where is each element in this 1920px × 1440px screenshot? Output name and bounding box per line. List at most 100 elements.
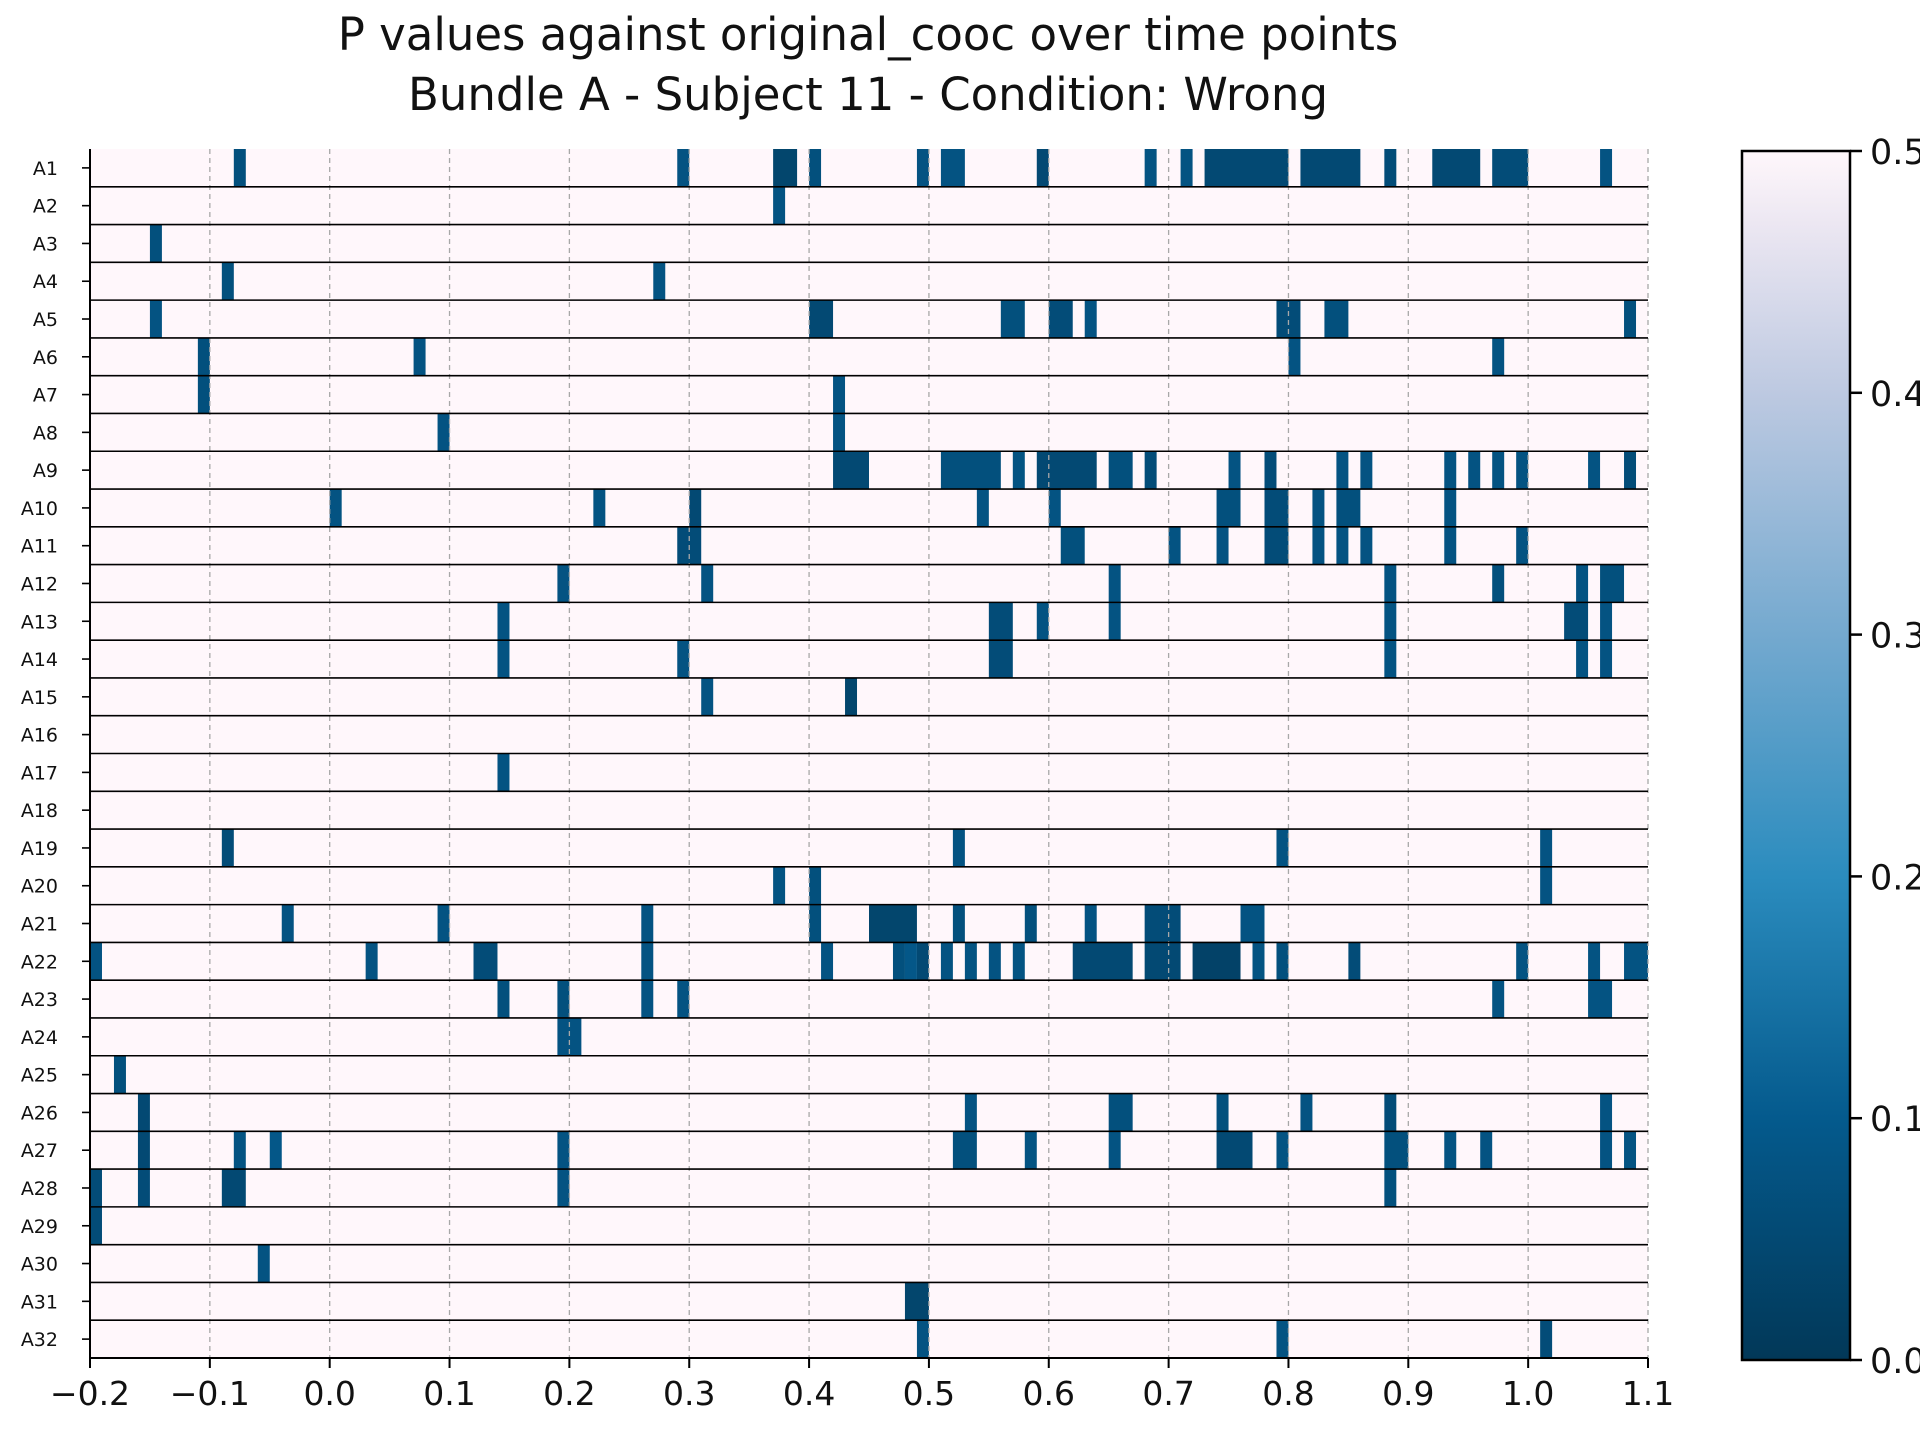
y-tick-label: A8 (33, 422, 58, 444)
heatmap-cell-a20 (809, 866, 822, 905)
heatmap-cell-a22 (1624, 942, 1648, 981)
heatmap-cell-a5 (1000, 300, 1025, 338)
heatmap-cell-a8 (833, 413, 846, 452)
heatmap-cell-a5 (1624, 300, 1637, 338)
heatmap-cell-a13 (1564, 602, 1589, 641)
heatmap-cell-a28 (1384, 1169, 1397, 1207)
row-separators (90, 185, 1648, 1322)
heatmap-cell-a1 (1144, 149, 1157, 187)
heatmap-cell-a21 (1084, 904, 1097, 943)
y-tick-label: A32 (21, 1329, 58, 1351)
heatmap-cell-a12 (1108, 564, 1121, 603)
heatmap-cell-a27 (1480, 1131, 1493, 1170)
x-tick-label: −0.2 (50, 1374, 130, 1413)
heatmap-cell-a9 (1360, 451, 1373, 490)
heatmap-cell-a14 (1576, 640, 1589, 678)
heatmap-cell-a27 (269, 1131, 282, 1170)
y-tick-label: A15 (21, 687, 58, 709)
heatmap-cell-a27 (557, 1131, 570, 1170)
heatmap-cell-a27 (1600, 1131, 1613, 1170)
x-tick-label: 0.5 (903, 1374, 955, 1413)
y-tick-label: A9 (33, 460, 58, 482)
y-tick-label: A26 (21, 1102, 58, 1124)
x-tick-label: 0.2 (543, 1374, 595, 1413)
heatmap-cell-a11 (1444, 526, 1457, 565)
heatmap-cell-a1 (1432, 149, 1481, 187)
y-tick-label: A4 (33, 271, 58, 293)
y-tick-label: A27 (21, 1140, 58, 1162)
heatmap-cell-a27 (1216, 1131, 1253, 1170)
heatmap-cell-a1 (916, 149, 929, 187)
heatmap-cell-a28 (557, 1169, 570, 1207)
heatmap-cell-a28 (221, 1169, 246, 1207)
heatmap-cell-a27 (1444, 1131, 1457, 1170)
heatmap-cell-a22 (365, 942, 378, 981)
heatmap-cell-a22 (1192, 942, 1241, 981)
heatmap-cell-a22 (641, 942, 654, 981)
heatmap-cell-a7 (197, 375, 210, 414)
heatmap-cell-a11 (1312, 526, 1325, 565)
heatmap-cell-a22 (1348, 942, 1361, 981)
heatmap-cell-a10 (1216, 489, 1241, 527)
y-tick-label: A25 (21, 1065, 58, 1087)
heatmap-cell-a21 (281, 904, 294, 943)
heatmap-cell-a6 (413, 337, 426, 376)
heatmap-cell-a13 (1384, 602, 1397, 641)
heatmap-cell-a21 (952, 904, 965, 943)
heatmap-cell-a2 (773, 186, 786, 225)
heatmap-cell-a1 (1036, 149, 1049, 187)
heatmap-cell-a9 (1516, 451, 1529, 490)
heatmap-cell-a1 (233, 149, 246, 187)
heatmap-cell-a22 (904, 942, 917, 981)
heatmap-cell-a9 (1264, 451, 1277, 490)
heatmap-cell-a14 (677, 640, 690, 678)
heatmap-cell-a28 (137, 1169, 150, 1207)
heatmap-cell-a5 (1276, 300, 1301, 338)
heatmap-cell-a21 (1144, 904, 1181, 943)
heatmap-cell-a7 (833, 375, 846, 414)
heatmap-cell-a22 (892, 942, 905, 981)
heatmap-cell-a28 (90, 1169, 102, 1207)
heatmap-cell-a10 (689, 489, 702, 527)
heatmap-cell-a11 (1264, 526, 1289, 565)
y-tick-label: A20 (21, 876, 58, 898)
heatmap-cell-a15 (701, 677, 714, 716)
heatmap-cell-a5 (1048, 300, 1073, 338)
heatmap-cell-a22 (988, 942, 1001, 981)
chart-title: P values against original_cooc over time… (337, 8, 1399, 61)
heatmap-cell-a22 (1588, 942, 1601, 981)
heatmap-cell-a17 (497, 753, 510, 792)
heatmap-cell-a27 (137, 1131, 150, 1170)
heatmap-cell-a19 (1276, 829, 1289, 867)
x-tick-label: −0.1 (170, 1374, 250, 1413)
y-tick-label: A28 (21, 1178, 58, 1200)
y-tick-label: A19 (21, 838, 58, 860)
y-tick-label: A16 (21, 725, 58, 747)
heatmap-cell-a22 (473, 942, 498, 981)
y-tick-label: A6 (33, 347, 58, 369)
heatmap-cell-a11 (1360, 526, 1373, 565)
heatmap-cell-a27 (1276, 1131, 1289, 1170)
heatmap-cell-a22 (1276, 942, 1289, 981)
heatmap-cell-a9 (940, 451, 1001, 490)
heatmap-cell-a9 (833, 451, 869, 490)
colorbar-tick-label: 0.1 (1870, 1100, 1920, 1140)
heatmap-cell-a5 (1324, 300, 1349, 338)
heatmap-cell-a12 (1576, 564, 1589, 603)
heatmap-cell-a32 (1276, 1320, 1289, 1358)
heatmap-cell-a15 (845, 677, 858, 716)
heatmap-cell-a21 (641, 904, 654, 943)
heatmap-cell-a21 (1024, 904, 1037, 943)
heatmap-cell-a5 (809, 300, 834, 338)
heatmap-cell-a26 (1300, 1093, 1313, 1132)
heatmap-cell-a27 (233, 1131, 246, 1170)
heatmap-cell-a3 (149, 224, 162, 263)
y-tick-label: A10 (21, 498, 58, 520)
heatmap-cell-a10 (329, 489, 342, 527)
y-tick-label: A23 (21, 989, 58, 1011)
heatmap-cell-a1 (1384, 149, 1397, 187)
heatmap-cell-a21 (869, 904, 917, 943)
heatmap-cell-a9 (1336, 451, 1349, 490)
heatmap-cell-a11 (1216, 526, 1229, 565)
heatmap-cell-a1 (677, 149, 690, 187)
